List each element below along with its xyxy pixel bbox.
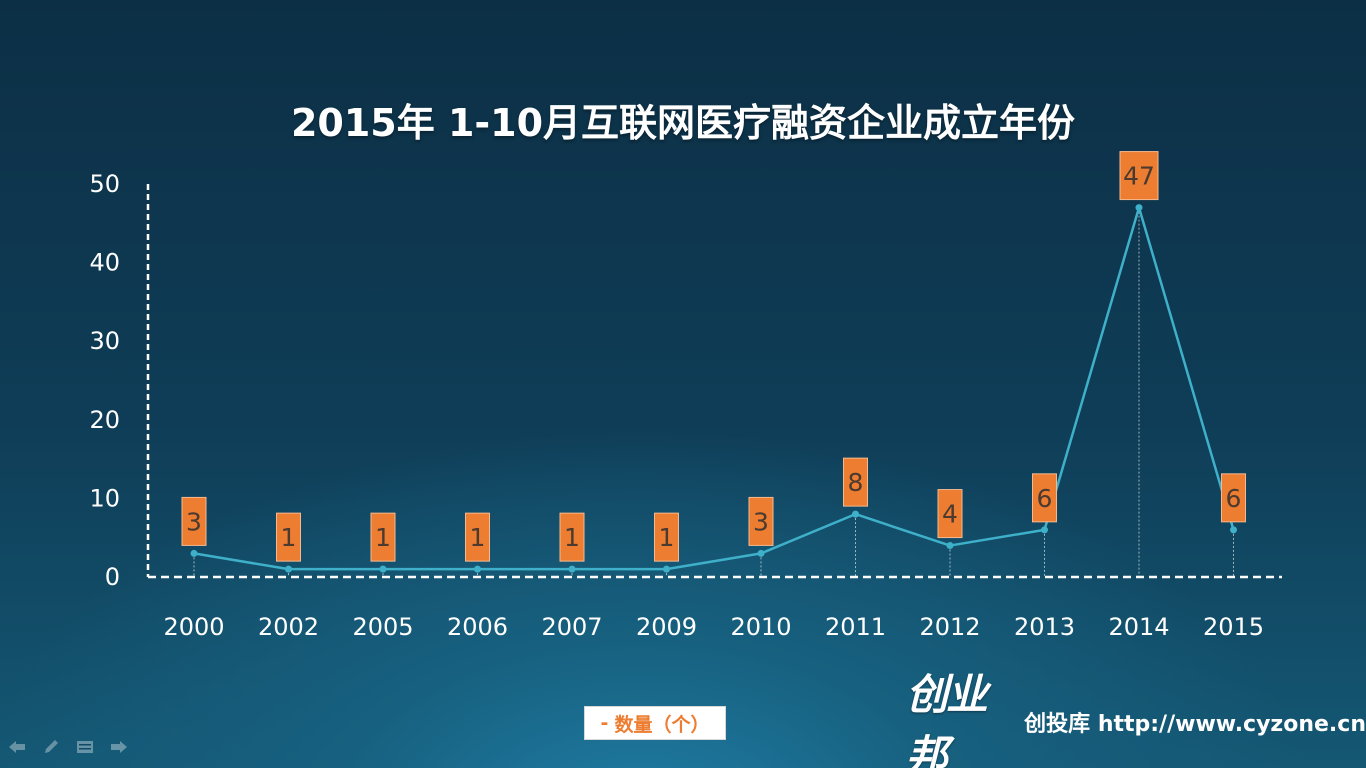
data-point xyxy=(852,510,859,518)
data-point xyxy=(946,542,954,550)
watermark: 创业邦 创投库 http://www.cyzone.cn xyxy=(906,670,1366,768)
data-label-box xyxy=(559,512,585,562)
data-label: 3 xyxy=(186,507,202,536)
pen-icon[interactable] xyxy=(40,738,62,756)
data-label-box xyxy=(748,496,774,546)
data-point xyxy=(190,549,198,557)
x-tick-label: 2014 xyxy=(1108,613,1169,641)
data-label: 8 xyxy=(848,468,864,497)
data-label-box xyxy=(843,457,868,507)
x-tick-label: 2006 xyxy=(447,613,508,641)
data-point xyxy=(1230,526,1237,534)
series-line xyxy=(193,206,1235,571)
data-label: 1 xyxy=(470,523,486,552)
data-label-box xyxy=(1119,151,1159,201)
watermark-text: 创投库 http://www.cyzone.cn xyxy=(1024,712,1366,737)
data-label-box xyxy=(654,512,679,562)
x-tick-label: 2007 xyxy=(541,613,602,641)
data-label-box xyxy=(181,496,207,546)
data-label: 1 xyxy=(659,523,675,552)
data-label: 4 xyxy=(942,500,958,529)
data-label: 47 xyxy=(1123,162,1155,191)
data-label-box xyxy=(370,512,396,562)
data-point xyxy=(379,565,387,573)
x-tick-label: 2013 xyxy=(1014,613,1075,641)
y-tick-label: 30 xyxy=(89,327,120,355)
forward-arrow-icon[interactable] xyxy=(108,738,130,756)
data-label-box xyxy=(937,489,963,539)
y-tick-label: 0 xyxy=(105,563,120,591)
legend-label: 数量（个） xyxy=(614,713,710,736)
slide-nav-controls xyxy=(6,738,130,756)
x-tick-label: 2009 xyxy=(636,613,697,641)
data-label-box xyxy=(1032,473,1057,523)
data-point xyxy=(1135,204,1143,212)
y-tick-label: 40 xyxy=(89,249,120,277)
data-label: 1 xyxy=(564,523,580,552)
x-tick-label: 2011 xyxy=(825,613,886,641)
x-tick-label: 2002 xyxy=(258,613,319,641)
back-arrow-icon[interactable] xyxy=(6,738,28,756)
data-label-box xyxy=(276,512,301,562)
x-tick-label: 2015 xyxy=(1203,613,1264,641)
y-tick-label: 10 xyxy=(89,484,120,512)
x-tick-label: 2010 xyxy=(730,613,791,641)
x-tick-label: 2005 xyxy=(352,613,413,641)
chart-legend: - 数量（个） xyxy=(584,706,726,740)
x-tick-label: 2000 xyxy=(163,613,224,641)
data-point xyxy=(568,565,576,573)
data-label: 3 xyxy=(753,507,769,536)
data-point xyxy=(757,549,765,557)
chart-title: 2015年 1-10月互联网医疗融资企业成立年份 xyxy=(290,101,1076,145)
data-point xyxy=(474,565,481,573)
y-tick-label: 20 xyxy=(89,406,120,434)
legend-swatch: - xyxy=(600,712,609,734)
y-tick-label: 50 xyxy=(89,170,120,198)
menu-icon[interactable] xyxy=(74,738,96,756)
x-tick-label: 2012 xyxy=(919,613,980,641)
data-label-box xyxy=(1221,473,1246,523)
cyzone-logo: 创业邦 xyxy=(906,670,988,768)
data-point xyxy=(663,565,670,573)
data-label: 6 xyxy=(1226,484,1242,513)
data-label: 1 xyxy=(375,523,391,552)
data-label-box xyxy=(465,512,490,562)
data-point xyxy=(285,565,292,573)
data-label: 1 xyxy=(281,523,297,552)
data-point xyxy=(1041,526,1048,534)
data-label: 6 xyxy=(1037,484,1053,513)
